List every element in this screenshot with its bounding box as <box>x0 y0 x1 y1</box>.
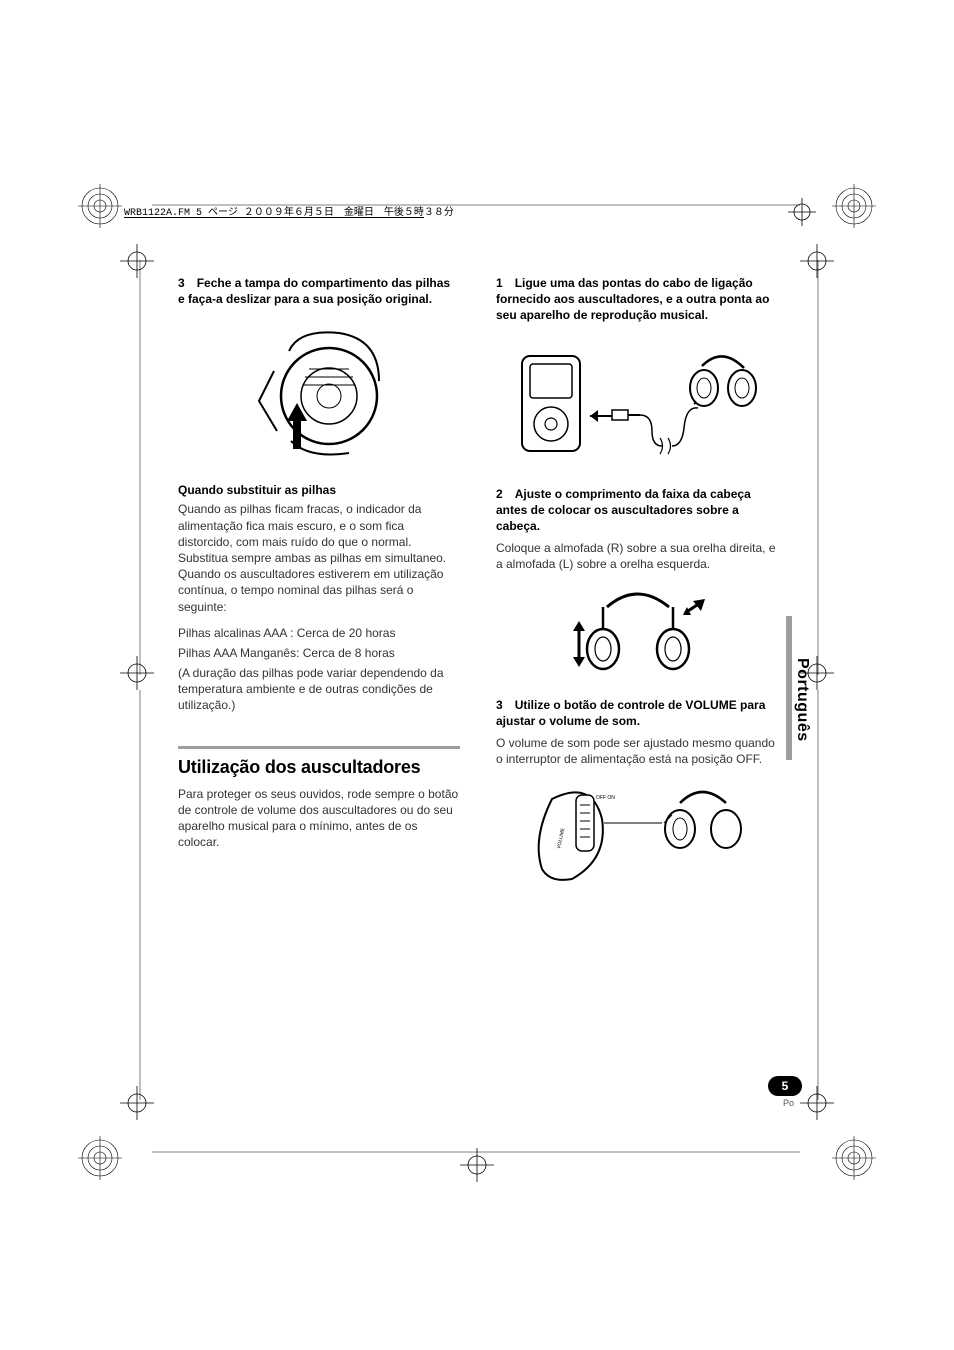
body-line: Pilhas AAA Manganês: Cerca de 8 horas <box>178 645 460 661</box>
step-number: 1 <box>496 275 503 291</box>
page-content: 3Feche a tampa do compartimento das pilh… <box>178 275 778 903</box>
right-step1-heading: 1Ligue uma das pontas do cabo de ligação… <box>496 275 778 324</box>
figure-adjust-headband <box>496 585 778 683</box>
page-lang-code: Po <box>783 1098 794 1108</box>
side-tab: Português <box>790 630 814 770</box>
right-column: 1Ligue uma das pontas do cabo de ligação… <box>496 275 778 903</box>
side-tab-label: Português <box>793 658 811 742</box>
step-number: 3 <box>496 697 503 713</box>
step-number: 3 <box>178 275 185 291</box>
step-text: Ligue uma das pontas do cabo de ligação … <box>496 276 769 322</box>
section-title: Utilização dos auscultadores <box>178 757 460 778</box>
step-text: Ajuste o comprimento da faixa da cabeça … <box>496 487 751 533</box>
body-line: Pilhas alcalinas AAA : Cerca de 20 horas <box>178 625 460 641</box>
left-step3-heading: 3Feche a tampa do compartimento das pilh… <box>178 275 460 307</box>
section-rule <box>178 746 460 749</box>
right-step3-heading: 3Utilize o botão de controle de VOLUME p… <box>496 697 778 729</box>
page-number-badge: 5 <box>768 1076 802 1096</box>
body-paragraph: Coloque a almofada (R) sobre a sua orelh… <box>496 540 778 572</box>
body-paragraph: Quando as pilhas ficam fracas, o indicad… <box>178 501 460 614</box>
right-step2-heading: 2Ajuste o comprimento da faixa da cabeça… <box>496 486 778 535</box>
step-text: Utilize o botão de controle de VOLUME pa… <box>496 698 765 728</box>
figure-battery-cover <box>178 321 460 461</box>
figure-connect-cable <box>496 346 778 466</box>
subsection-title: Quando substituir as pilhas <box>178 483 460 497</box>
svg-text:OFF ON: OFF ON <box>596 795 615 801</box>
body-paragraph: O volume de som pode ser ajustado mesmo … <box>496 735 778 767</box>
figure-volume-control: VOLUME OFF ON <box>496 779 778 889</box>
body-paragraph: Para proteger os seus ouvidos, rode semp… <box>178 786 460 851</box>
step-number: 2 <box>496 486 503 502</box>
left-column: 3Feche a tampa do compartimento das pilh… <box>178 275 460 903</box>
step-text: Feche a tampa do compartimento das pilha… <box>178 276 450 306</box>
body-note: (A duração das pilhas pode variar depend… <box>178 665 460 714</box>
